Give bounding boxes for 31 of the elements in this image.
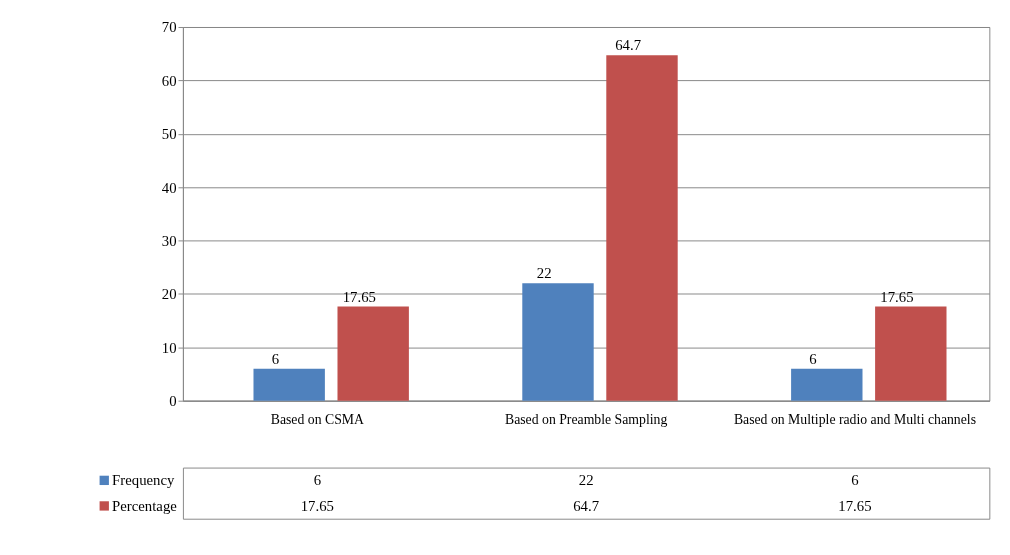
- text: 17.65: [838, 497, 872, 514]
- text: 22: [578, 472, 594, 489]
- x-tick-label: Based on CSMA: [270, 411, 364, 427]
- x-tick-label: Based on Preamble Sampling: [504, 411, 668, 427]
- bar: [253, 368, 325, 401]
- bar: [791, 368, 863, 401]
- data-label: 17.65: [880, 288, 914, 305]
- text: 6: [851, 472, 859, 489]
- data-label: 6: [271, 350, 280, 367]
- bar: [606, 55, 678, 401]
- text: 64.7: [573, 497, 600, 514]
- y-tick-label: 70: [161, 19, 177, 36]
- y-tick-label: 30: [161, 232, 177, 249]
- data-label: 22: [536, 265, 552, 282]
- y-tick-label: 50: [161, 126, 177, 143]
- bar: [522, 283, 594, 401]
- x-tick-label: Based on Multiple radio and Multi channels: [733, 411, 976, 427]
- text: 6: [313, 472, 322, 489]
- bar: [875, 306, 947, 401]
- data-label: 17.65: [342, 288, 376, 305]
- bar: [337, 306, 409, 401]
- y-tick-label: 60: [161, 72, 177, 89]
- data-label: 6: [809, 350, 817, 367]
- text: 17.65: [300, 497, 334, 514]
- legend-label: Frequency: [112, 472, 175, 489]
- legend-label: Percentage: [112, 497, 178, 514]
- data-label: 64.7: [615, 37, 642, 54]
- y-tick-label: 40: [161, 179, 177, 196]
- y-tick-label: 10: [161, 339, 177, 356]
- y-tick-label: 0: [169, 393, 177, 410]
- y-tick-label: 20: [161, 286, 177, 303]
